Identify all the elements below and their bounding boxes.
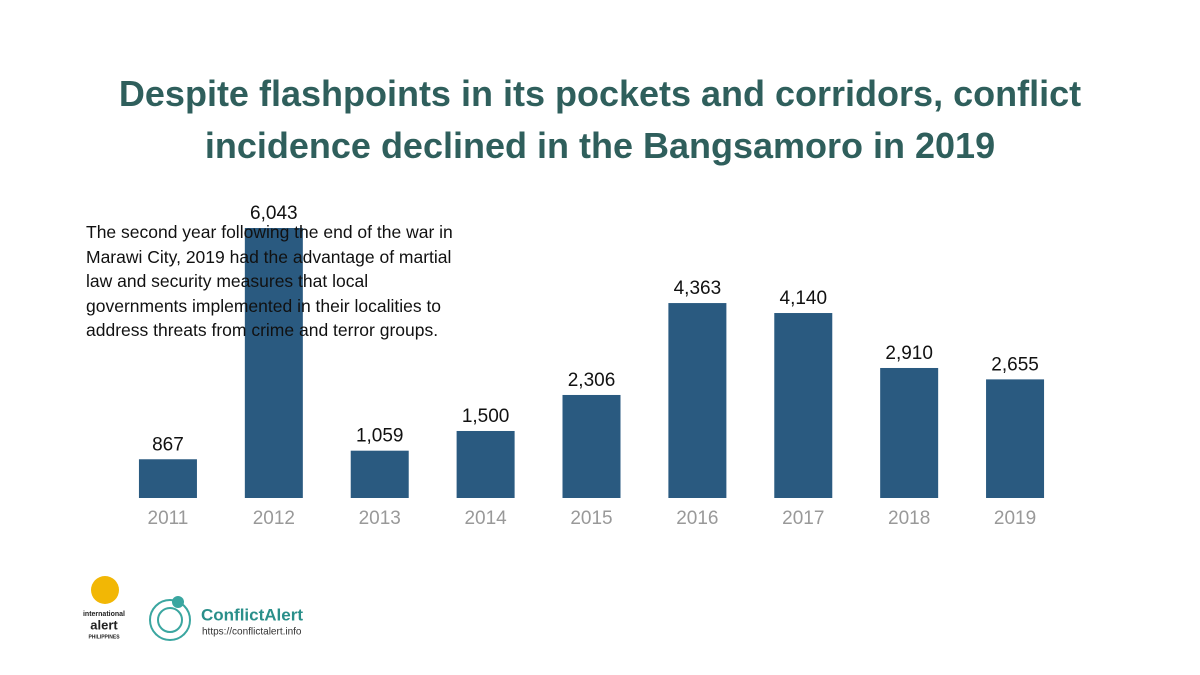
data-label: 6,043	[250, 203, 298, 224]
logo-icon	[149, 599, 191, 641]
data-label: 2,655	[991, 354, 1039, 375]
data-label: 4,140	[780, 288, 828, 309]
logo-text: https://conflictalert.info	[202, 627, 302, 638]
logo-icon	[172, 596, 184, 608]
logo-text: ConflictAlert	[201, 605, 303, 624]
bar	[668, 303, 727, 498]
data-label: 2,910	[885, 343, 933, 364]
logo-text: alert	[90, 617, 118, 632]
bar	[456, 430, 515, 498]
bar	[880, 367, 939, 498]
x-tick-label: 2014	[464, 508, 507, 529]
logo-icon	[91, 576, 119, 604]
x-tick-label: 2017	[782, 508, 824, 529]
logo-text: international	[83, 611, 125, 618]
logos: international alert PHILIPPINES Conflict…	[83, 576, 303, 641]
bar	[244, 228, 303, 498]
bar	[138, 459, 197, 498]
data-label: 867	[152, 434, 184, 455]
data-label: 2,306	[568, 370, 616, 391]
x-tick-label: 2012	[253, 508, 295, 529]
x-tick-label: 2016	[676, 508, 718, 529]
x-tick-label: 2019	[994, 508, 1036, 529]
logo-icon	[157, 607, 183, 633]
x-tick-label: 2018	[888, 508, 930, 529]
logo-text: PHILIPPINES	[88, 634, 120, 640]
bar	[774, 313, 833, 498]
chart-title: Despite flashpoints in its pockets and c…	[118, 73, 1082, 166]
data-label: 1,059	[356, 426, 404, 447]
data-label: 1,500	[462, 406, 510, 427]
bar	[562, 394, 621, 498]
x-tick-label: 2013	[359, 508, 401, 529]
bar	[986, 379, 1045, 498]
x-tick-label: 2015	[570, 508, 612, 529]
description: The second year following the end of the…	[86, 222, 453, 340]
bar	[350, 450, 409, 498]
x-tick-label: 2011	[148, 508, 189, 529]
data-label: 4,363	[674, 278, 722, 299]
